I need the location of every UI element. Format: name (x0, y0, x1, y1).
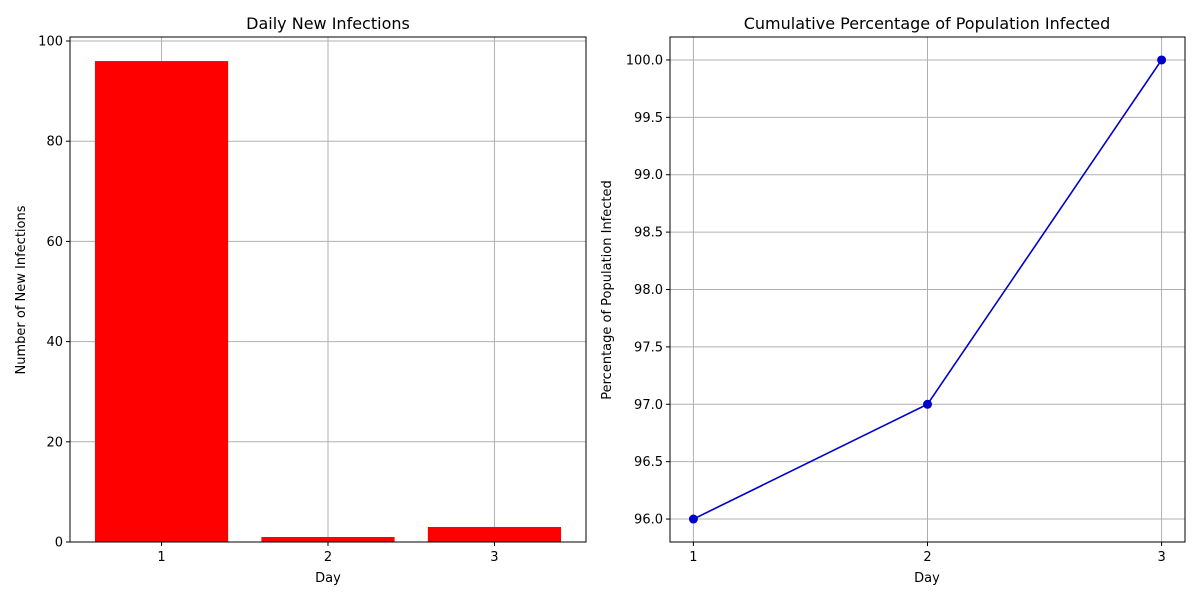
line-y-tick-label: 100.0 (626, 53, 663, 68)
bar-y-tick-label: 60 (46, 235, 63, 250)
line-x-tick-label: 3 (1157, 550, 1165, 565)
line-y-tick-label: 96.5 (634, 455, 663, 470)
line-point-day-1 (688, 514, 698, 524)
bar-x-ticks: 1 2 3 (157, 542, 499, 565)
bar-x-tick-label: 3 (490, 550, 498, 565)
line-y-tick-label: 98.0 (634, 283, 663, 298)
line-y-ticks: 96.0 96.5 97.0 97.5 98.0 98.5 99.0 99.5 100.0 (626, 53, 670, 528)
line-series (688, 55, 1167, 524)
bar-series (94, 61, 562, 543)
line-point-day-3 (1157, 55, 1167, 65)
bar-3 (427, 526, 562, 542)
line-x-tick-label: 2 (923, 550, 931, 565)
bar-x-axis-label: Day (315, 571, 341, 586)
line-y-tick-label: 98.5 (634, 226, 663, 241)
bar-1 (94, 61, 229, 543)
line-x-tick-label: 1 (689, 550, 697, 565)
bar-chart-title: Daily New Infections (246, 14, 410, 33)
line-x-axis-label: Day (914, 571, 940, 586)
line-point-day-2 (923, 399, 932, 409)
bar-chart: 1 2 3 0 20 40 60 80 100 Daily New Infections Da… (14, 14, 587, 586)
bar-y-tick-label: 40 (46, 335, 63, 350)
bar-y-axis-label: Number of New Infections (14, 205, 29, 374)
bar-y-tick-label: 20 (46, 435, 63, 450)
bar-2 (261, 536, 395, 542)
bar-x-tick-label: 1 (157, 550, 165, 565)
line-x-ticks: 1 2 3 (689, 542, 1166, 565)
bar-y-ticks: 0 20 40 60 80 100 (38, 35, 70, 551)
bar-y-tick-label: 100 (38, 35, 63, 50)
line-y-tick-label: 99.5 (634, 111, 663, 126)
bar-x-tick-label: 2 (324, 550, 332, 565)
line-y-tick-label: 97.5 (634, 340, 663, 355)
line-y-axis-label: Percentage of Population Infected (600, 180, 615, 400)
line-y-tick-label: 97.0 (634, 398, 663, 413)
line-gridlines (670, 37, 1185, 542)
line-y-tick-label: 99.0 (634, 168, 663, 183)
line-y-tick-label: 96.0 (634, 513, 663, 528)
line-chart-title: Cumulative Percentage of Population Infe… (744, 14, 1111, 33)
bar-y-tick-label: 80 (46, 135, 63, 150)
bar-y-tick-label: 0 (55, 536, 63, 551)
line-chart: 1 2 3 96.0 96.5 97.0 97.5 98.0 98.5 99.0 99.5 100.… (600, 14, 1186, 586)
